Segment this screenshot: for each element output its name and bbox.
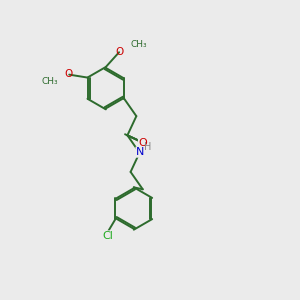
Text: O: O bbox=[139, 138, 147, 148]
Text: N: N bbox=[136, 147, 144, 157]
Text: O: O bbox=[115, 47, 124, 57]
Text: H: H bbox=[144, 142, 152, 152]
Text: CH₃: CH₃ bbox=[41, 76, 58, 85]
Text: CH₃: CH₃ bbox=[130, 40, 147, 50]
Text: Cl: Cl bbox=[102, 231, 113, 241]
Text: O: O bbox=[65, 69, 73, 79]
